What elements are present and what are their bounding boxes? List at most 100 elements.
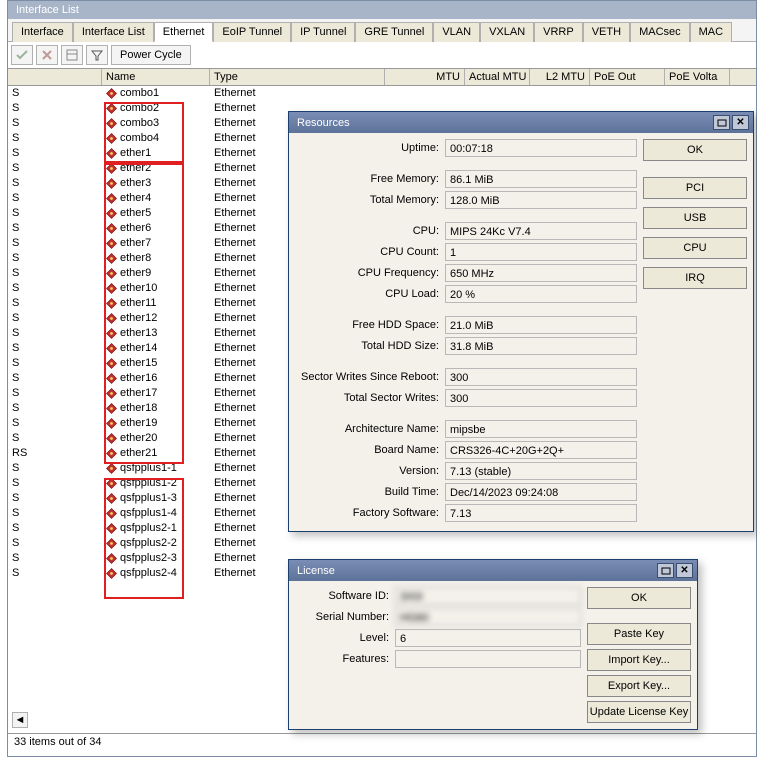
row-flag: S bbox=[8, 521, 102, 536]
interface-icon bbox=[106, 223, 117, 234]
row-flag: S bbox=[8, 161, 102, 176]
pci-button[interactable]: PCI bbox=[643, 177, 747, 199]
field-label: Version: bbox=[295, 465, 445, 477]
field-row: Total Memory:128.0 MiB bbox=[295, 191, 637, 209]
col-name[interactable]: Name bbox=[102, 69, 210, 85]
tab-mac[interactable]: MAC bbox=[690, 22, 732, 42]
row-name: ether14 bbox=[120, 341, 157, 356]
field-value: 7.13 bbox=[445, 504, 637, 522]
col-type[interactable]: Type bbox=[210, 69, 385, 85]
interface-icon bbox=[106, 373, 117, 384]
row-name: ether17 bbox=[120, 386, 157, 401]
col-poev[interactable]: PoE Volta bbox=[665, 69, 730, 85]
interface-icon bbox=[106, 178, 117, 189]
col-l2mtu[interactable]: L2 MTU bbox=[530, 69, 590, 85]
field-row: Features: bbox=[295, 650, 581, 668]
field-value: 300 bbox=[445, 389, 637, 407]
row-flag: S bbox=[8, 566, 102, 581]
row-flag: S bbox=[8, 551, 102, 566]
row-flag: S bbox=[8, 131, 102, 146]
interface-icon bbox=[106, 358, 117, 369]
row-name: ether10 bbox=[120, 281, 157, 296]
paste-key-button[interactable]: Paste Key bbox=[587, 623, 691, 645]
table-row[interactable]: Scombo1Ethernet bbox=[8, 86, 756, 101]
field-label: Features: bbox=[295, 653, 395, 665]
row-name: ether6 bbox=[120, 221, 151, 236]
filter-button[interactable] bbox=[86, 45, 108, 65]
field-label: Free Memory: bbox=[295, 173, 445, 185]
restore-button[interactable] bbox=[657, 563, 674, 578]
row-name: ether3 bbox=[120, 176, 151, 191]
close-button[interactable]: ✕ bbox=[676, 563, 693, 578]
update-license-key-button[interactable]: Update License Key bbox=[587, 701, 691, 723]
interface-icon bbox=[106, 133, 117, 144]
row-name: qsfpplus2-1 bbox=[120, 521, 177, 536]
resources-titlebar[interactable]: Resources ✕ bbox=[289, 112, 753, 133]
col-poe[interactable]: PoE Out bbox=[590, 69, 665, 85]
row-flag: S bbox=[8, 311, 102, 326]
row-name: ether21 bbox=[120, 446, 157, 461]
field-value: 6 bbox=[395, 629, 581, 647]
row-name: ether11 bbox=[120, 296, 157, 311]
tab-gre-tunnel[interactable]: GRE Tunnel bbox=[355, 22, 433, 42]
tab-ip-tunnel[interactable]: IP Tunnel bbox=[291, 22, 355, 42]
tab-interface-list[interactable]: Interface List bbox=[73, 22, 154, 42]
ok-button[interactable]: OK bbox=[587, 587, 691, 609]
row-flag: S bbox=[8, 476, 102, 491]
field-row: CPU Count:1 bbox=[295, 243, 637, 261]
row-flag: S bbox=[8, 266, 102, 281]
field-label: Total HDD Size: bbox=[295, 340, 445, 352]
irq-button[interactable]: IRQ bbox=[643, 267, 747, 289]
field-label: CPU Count: bbox=[295, 246, 445, 258]
row-flag: S bbox=[8, 506, 102, 521]
col-amtu[interactable]: Actual MTU bbox=[465, 69, 530, 85]
check-button[interactable] bbox=[11, 45, 33, 65]
tab-vlan[interactable]: VLAN bbox=[433, 22, 480, 42]
interface-icon bbox=[106, 553, 117, 564]
field-value: MIPS 24Kc V7.4 bbox=[445, 222, 637, 240]
license-dialog: License ✕ Software ID:3X0ISerial Number:… bbox=[288, 559, 698, 730]
row-flag: S bbox=[8, 401, 102, 416]
row-type: Ethernet bbox=[210, 86, 385, 101]
tab-eoip-tunnel[interactable]: EoIP Tunnel bbox=[213, 22, 291, 42]
tab-vxlan[interactable]: VXLAN bbox=[480, 22, 534, 42]
nav-left-icon[interactable]: ◄ bbox=[12, 712, 28, 728]
nav-arrows: ◄ bbox=[12, 712, 28, 728]
table-row[interactable]: Sqsfpplus2-2Ethernet bbox=[8, 536, 756, 551]
field-row: CPU Frequency:650 MHz bbox=[295, 264, 637, 282]
interface-icon bbox=[106, 268, 117, 279]
tab-macsec[interactable]: MACsec bbox=[630, 22, 690, 42]
interface-icon bbox=[106, 403, 117, 414]
row-name: ether2 bbox=[120, 161, 151, 176]
row-name: ether5 bbox=[120, 206, 151, 221]
export-key--button[interactable]: Export Key... bbox=[587, 675, 691, 697]
field-label: Level: bbox=[295, 632, 395, 644]
x-button[interactable] bbox=[36, 45, 58, 65]
tab-veth[interactable]: VETH bbox=[583, 22, 630, 42]
row-name: ether1 bbox=[120, 146, 151, 161]
cpu-button[interactable]: CPU bbox=[643, 237, 747, 259]
field-row: Level:6 bbox=[295, 629, 581, 647]
row-flag: S bbox=[8, 356, 102, 371]
row-name: combo3 bbox=[120, 116, 159, 131]
interface-icon bbox=[106, 253, 117, 264]
power-cycle-button[interactable]: Power Cycle bbox=[111, 45, 191, 65]
interface-icon bbox=[106, 148, 117, 159]
close-button[interactable]: ✕ bbox=[732, 115, 749, 130]
interface-icon bbox=[106, 193, 117, 204]
row-flag: S bbox=[8, 326, 102, 341]
row-flag: S bbox=[8, 371, 102, 386]
field-value: 650 MHz bbox=[445, 264, 637, 282]
import-key--button[interactable]: Import Key... bbox=[587, 649, 691, 671]
tab-interface[interactable]: Interface bbox=[12, 22, 73, 42]
tab-vrrp[interactable]: VRRP bbox=[534, 22, 583, 42]
restore-button[interactable] bbox=[713, 115, 730, 130]
field-value: 31.8 MiB bbox=[445, 337, 637, 355]
tab-ethernet[interactable]: Ethernet bbox=[154, 22, 214, 42]
usb-button[interactable]: USB bbox=[643, 207, 747, 229]
ok-button[interactable]: OK bbox=[643, 139, 747, 161]
detail-button[interactable] bbox=[61, 45, 83, 65]
license-titlebar[interactable]: License ✕ bbox=[289, 560, 697, 581]
interface-icon bbox=[106, 493, 117, 504]
col-mtu[interactable]: MTU bbox=[385, 69, 465, 85]
